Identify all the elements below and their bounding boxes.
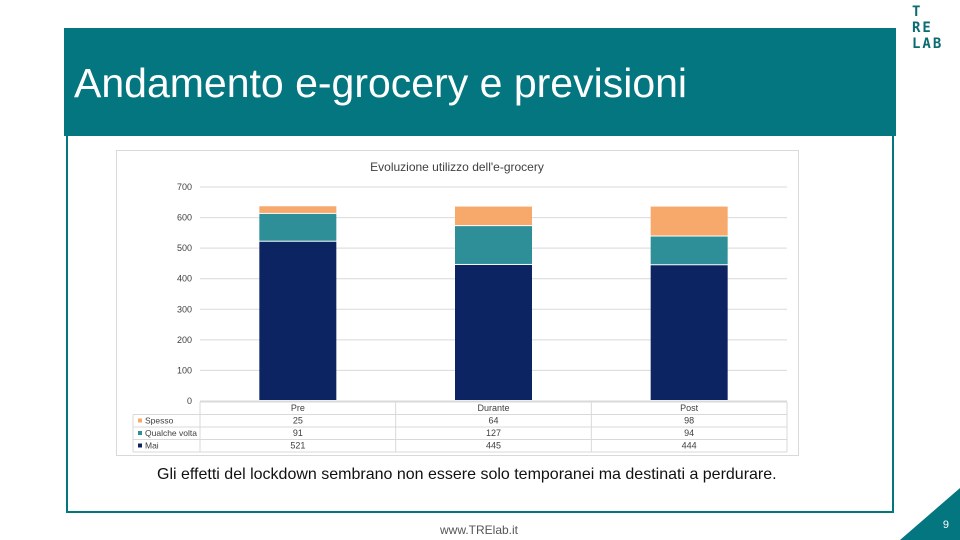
legend-key — [138, 431, 142, 435]
y-tick-label: 300 — [177, 304, 192, 314]
chart-title: Evoluzione utilizzo dell'e-grocery — [370, 160, 544, 174]
table-value: 64 — [488, 416, 498, 426]
bar-segment — [259, 213, 337, 241]
y-tick-label: 100 — [177, 365, 192, 375]
page-number: 9 — [942, 519, 949, 531]
logo-line-1: T — [912, 4, 923, 20]
logo-line-2: RE — [912, 20, 933, 36]
table-value: 25 — [293, 416, 303, 426]
logo-line-3: LAB — [912, 36, 944, 52]
stacked-bar-chart: Evoluzione utilizzo dell'e-grocery 0 100 20… — [132, 160, 788, 453]
content-frame — [66, 136, 894, 513]
bar-segment — [455, 226, 532, 264]
trelab-logo: T RE LAB — [912, 4, 956, 52]
bar-segment — [650, 236, 728, 265]
table-value: 94 — [684, 428, 694, 438]
table-value: 445 — [486, 441, 501, 451]
y-tick-label: 400 — [177, 274, 192, 284]
y-tick-label: 500 — [177, 243, 192, 253]
legend-label: Mai — [145, 441, 159, 451]
table-value: 127 — [486, 428, 501, 438]
table-value: 91 — [293, 428, 303, 438]
bar-segment — [259, 206, 337, 213]
legend-label: Spesso — [145, 416, 174, 426]
category-label: Post — [680, 403, 699, 413]
slide-caption: Gli effetti del lockdown sembrano non es… — [157, 466, 777, 483]
bar-segment — [259, 241, 337, 400]
slide-title: Andamento e-grocery e previsioni — [74, 60, 688, 106]
y-tick-label: 600 — [177, 213, 192, 223]
bar-segment — [455, 264, 532, 400]
legend-label: Qualche volta — [145, 428, 197, 438]
y-tick-label: 0 — [187, 396, 192, 406]
category-label: Pre — [291, 403, 305, 413]
category-label: Durante — [477, 403, 509, 413]
bar-segment — [650, 265, 728, 400]
table-value: 521 — [290, 441, 305, 451]
y-tick-label: 200 — [177, 335, 192, 345]
footer-url[interactable]: www.TRElab.it — [440, 523, 519, 537]
chart-container: Evoluzione utilizzo dell'e-grocery 0 100 20… — [116, 150, 799, 456]
y-tick-label: 700 — [177, 182, 192, 192]
legend-key — [138, 443, 142, 448]
table-value: 98 — [684, 416, 694, 426]
corner-decoration — [900, 488, 960, 540]
table-value: 444 — [682, 441, 697, 451]
bar-segment — [650, 206, 728, 236]
bar-segment — [455, 206, 532, 226]
legend-key — [138, 418, 142, 423]
title-bar: Andamento e-grocery e previsioni — [64, 28, 896, 136]
